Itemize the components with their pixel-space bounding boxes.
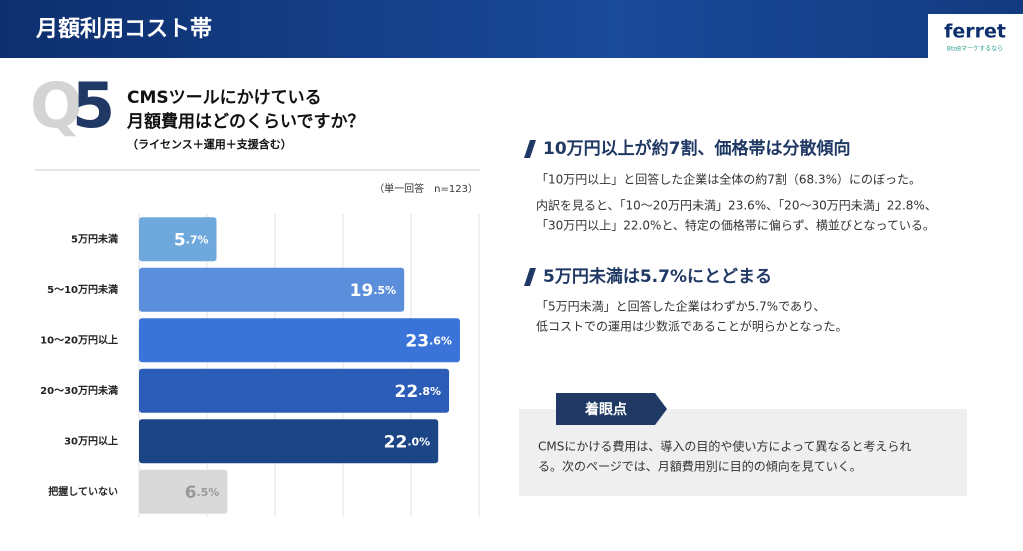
question-number: 5 [72,69,115,142]
heading-mark [524,268,536,286]
value-label: 23.6% [405,331,452,351]
finding-text: 低コストでの運用は少数派であることが明らかとなった。 [536,319,848,334]
category-label: 5万円未満 [71,232,118,245]
bar [139,368,450,413]
finding-heading: 5万円未満は5.7%にとどまる [543,266,772,287]
chart-note: （単一回答 n=123） [374,182,478,195]
point-label: 着眼点 [584,401,627,418]
finding-text: 内訳を見ると、「10～20万円未満」23.6%、「20～30万円未満」22.8%… [536,198,937,213]
logo: ferret [944,21,1006,43]
category-label: 30万円以上 [64,434,118,447]
bar-chart: 5万円未満 5.7% 5～10万円未満 19.5% 10～20万円以上 23.6% 20～3… [40,214,480,517]
question-letter: Q [30,69,83,142]
point-tab [556,393,667,425]
bar [139,267,405,312]
question-text: 月額費用はどのくらいですか？ [126,111,365,132]
category-label: 20～30万円未満 [40,384,118,397]
question-text: CMSツールにかけている [127,88,322,108]
finding-heading: 10万円以上が約7割、価格帯は分散傾向 [543,138,851,159]
header-bar [0,0,1023,58]
bar [139,469,228,514]
value-label: 22.8% [395,382,442,402]
logo-tagline: BtoBマーケするなら [947,46,1003,53]
category-label: 把握していない [48,485,118,498]
bar [139,419,439,464]
logo-box [928,14,1023,58]
bar [139,318,460,363]
value-label: 22.0% [384,432,431,452]
category-label: 5～10万円未満 [47,283,118,296]
point-text: CMSにかける費用は、導入の目的や使い方によって異なると考えられ [538,439,911,454]
value-label: 6.5% [185,483,220,503]
header-title: 月額利用コスト帯 [35,16,212,42]
category-label: 10～20万円以上 [40,333,118,346]
question-subtext: （ライセンス＋運用＋支援含む） [127,137,292,151]
value-label: 19.5% [350,281,397,301]
finding-text: 「5万円未満」と回答した企業はわずか5.7%であり、 [536,299,826,314]
heading-mark [524,140,536,158]
value-label: 5.7% [174,230,209,250]
finding-text: 「30万円以上」22.0%と、特定の価格帯に偏らず、横並びとなっている。 [536,218,935,233]
bar [139,217,217,262]
point-text: る。次のページでは、月額費用別に目的の傾向を見ていく。 [538,459,862,474]
finding-text: 「10万円以上」と回答した企業は全体の約7割（68.3%）にのぼった。 [536,172,921,187]
